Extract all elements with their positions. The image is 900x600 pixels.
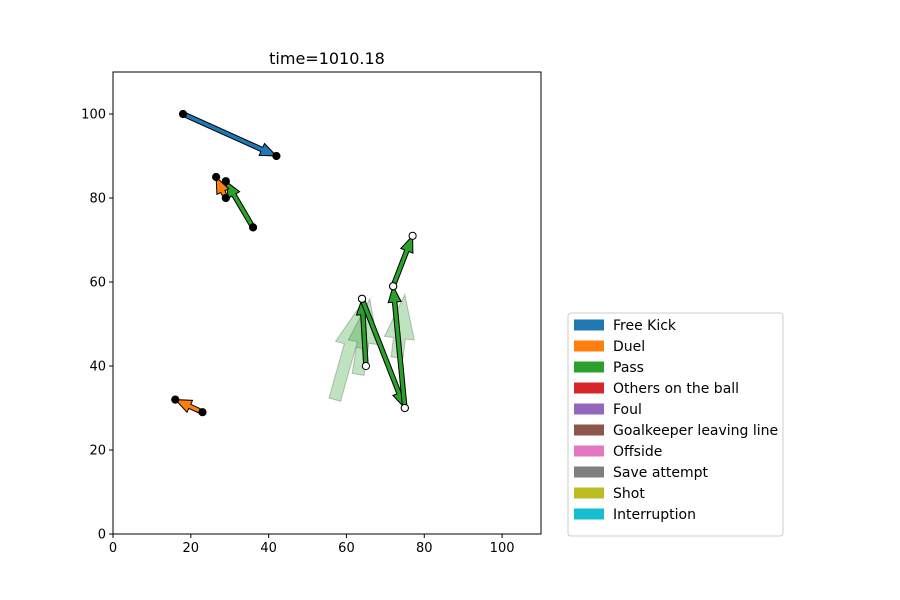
legend-swatch bbox=[574, 340, 604, 352]
legend-label: Pass bbox=[613, 360, 644, 376]
legend-swatch bbox=[574, 319, 604, 331]
event-point bbox=[171, 395, 180, 404]
event-point bbox=[198, 408, 207, 417]
event-point bbox=[361, 361, 371, 371]
y-tick-label: 80 bbox=[89, 192, 106, 207]
event-point bbox=[400, 403, 409, 413]
legend-swatch bbox=[574, 487, 604, 499]
legend-label: Save attempt bbox=[613, 465, 709, 481]
plot-frame bbox=[112, 71, 542, 535]
legend-label: Shot bbox=[613, 486, 645, 502]
event-arrow bbox=[387, 284, 408, 409]
y-tick-label: 60 bbox=[89, 276, 106, 291]
event-point bbox=[221, 193, 230, 203]
event-arrows-layer bbox=[171, 109, 417, 417]
y-tick-label: 100 bbox=[81, 108, 106, 123]
event-point bbox=[221, 177, 230, 186]
legend-swatch bbox=[574, 445, 604, 457]
legend-swatch bbox=[574, 508, 604, 520]
legend-box bbox=[567, 312, 784, 537]
legend-swatch bbox=[574, 361, 604, 373]
x-tick-label: 40 bbox=[260, 541, 277, 556]
event-point bbox=[178, 109, 188, 119]
event-arrow bbox=[225, 180, 256, 230]
legend-swatch bbox=[574, 466, 604, 478]
axis-ticks: 0 20 40 60 80 100 0 20 40 60 80 100 bbox=[81, 108, 514, 557]
y-tick-label: 40 bbox=[89, 360, 106, 375]
legend-label: Foul bbox=[613, 402, 642, 418]
event-point bbox=[248, 223, 258, 232]
event-arrow bbox=[390, 234, 414, 288]
event-point bbox=[272, 151, 281, 161]
legend-swatch bbox=[574, 382, 604, 394]
x-tick-label: 20 bbox=[183, 541, 200, 556]
x-tick-label: 60 bbox=[338, 541, 355, 556]
chart-title: time=1010.18 bbox=[269, 49, 385, 68]
event-point bbox=[212, 172, 221, 182]
event-arrow bbox=[181, 111, 278, 157]
x-tick-label: 0 bbox=[109, 541, 117, 556]
event-point bbox=[408, 231, 417, 240]
legend-swatch bbox=[574, 424, 604, 436]
legend-label: Interruption bbox=[613, 507, 696, 523]
event-point bbox=[389, 282, 398, 291]
x-tick-label: 80 bbox=[416, 541, 433, 556]
y-tick-label: 20 bbox=[89, 444, 106, 459]
legend-label: Offside bbox=[613, 444, 662, 460]
shadow-arrow bbox=[328, 301, 366, 402]
y-tick-label: 0 bbox=[98, 528, 106, 543]
legend-label: Goalkeeper leaving line bbox=[613, 423, 778, 439]
legend-label: Free Kick bbox=[613, 318, 677, 334]
legend-label: Duel bbox=[613, 339, 645, 355]
legend-swatch bbox=[574, 403, 604, 415]
x-tick-label: 100 bbox=[490, 541, 515, 556]
event-point bbox=[357, 294, 367, 303]
legend-label: Others on the ball bbox=[613, 381, 739, 397]
legend: Free Kick Duel Pass Others on the ball Foul G… bbox=[567, 312, 784, 537]
